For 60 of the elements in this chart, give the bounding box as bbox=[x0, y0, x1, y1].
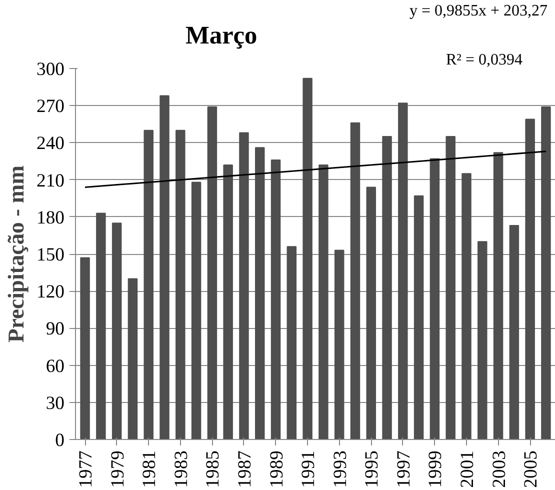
x-tick-label: 1995 bbox=[362, 450, 383, 488]
x-tick-label: 1991 bbox=[298, 450, 320, 488]
bar bbox=[80, 257, 90, 440]
bar bbox=[334, 250, 344, 440]
bar bbox=[286, 246, 297, 440]
bar bbox=[350, 122, 360, 440]
bar bbox=[176, 130, 186, 440]
x-tick-label: 1993 bbox=[330, 450, 351, 488]
y-tick-label: 0 bbox=[55, 430, 64, 451]
x-tick-label: 1989 bbox=[266, 450, 288, 488]
bar bbox=[509, 225, 520, 440]
bar bbox=[318, 164, 328, 440]
bar bbox=[525, 118, 535, 440]
y-tick-label: 90 bbox=[46, 318, 64, 340]
x-tick-label: 2005 bbox=[520, 450, 542, 488]
y-tick-label: 300 bbox=[36, 59, 64, 80]
bar bbox=[112, 222, 122, 440]
y-tick-label: 120 bbox=[36, 282, 64, 303]
x-tick-label: 1997 bbox=[393, 450, 414, 488]
bar bbox=[255, 147, 265, 440]
bar bbox=[398, 102, 408, 440]
x-tick-label: 2003 bbox=[488, 450, 510, 488]
x-tick-label: 2001 bbox=[456, 450, 478, 488]
bar bbox=[191, 182, 202, 440]
x-tick-label: 1987 bbox=[234, 450, 256, 488]
y-axis-title: Precipitação - mm bbox=[4, 165, 29, 342]
bar bbox=[223, 164, 233, 440]
bar bbox=[366, 186, 376, 440]
bar bbox=[160, 95, 170, 440]
bar bbox=[96, 212, 106, 440]
x-tick-label: 1999 bbox=[425, 450, 446, 488]
bar bbox=[493, 152, 504, 440]
bar bbox=[478, 241, 488, 440]
y-tick-label: 210 bbox=[36, 170, 64, 192]
bar bbox=[446, 136, 456, 440]
bar bbox=[462, 173, 472, 440]
x-tick-label: 1977 bbox=[76, 450, 97, 488]
y-tick-label: 150 bbox=[36, 244, 64, 266]
bar bbox=[128, 278, 138, 440]
x-tick-label: 1981 bbox=[139, 450, 160, 488]
bar bbox=[302, 78, 312, 440]
bar bbox=[414, 195, 424, 440]
y-tick-label: 240 bbox=[36, 133, 64, 154]
bar bbox=[207, 106, 218, 440]
x-tick-label: 1985 bbox=[202, 450, 224, 488]
chart-title: Março bbox=[186, 22, 258, 50]
bar bbox=[270, 160, 281, 440]
y-tick-label: 60 bbox=[46, 356, 64, 377]
bar bbox=[541, 106, 551, 440]
annotation: R² = 0,0394 bbox=[446, 52, 523, 68]
x-tick-label: 1983 bbox=[170, 450, 192, 488]
y-tick-label: 180 bbox=[36, 207, 64, 228]
bar bbox=[239, 132, 249, 440]
y-tick-label: 30 bbox=[46, 392, 64, 414]
text: y = 0,9855x + 203,27 bbox=[409, 2, 548, 20]
y-tick-label: 270 bbox=[36, 96, 64, 118]
bar bbox=[382, 136, 392, 440]
bar bbox=[144, 130, 154, 440]
bar bbox=[430, 158, 440, 440]
x-tick-label: 1979 bbox=[107, 450, 128, 488]
